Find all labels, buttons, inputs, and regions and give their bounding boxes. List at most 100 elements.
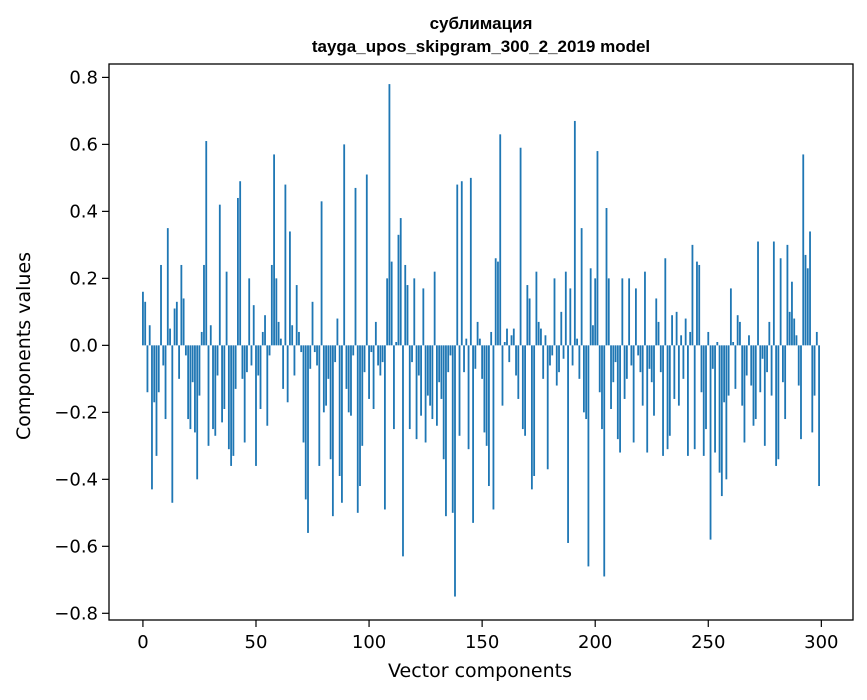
bar-component-275	[763, 345, 766, 446]
bar-component-269	[750, 345, 753, 386]
bar-component-271	[754, 345, 757, 420]
bar-component-218	[635, 288, 637, 346]
bar-component-239	[682, 345, 685, 379]
bar-component-134	[445, 345, 447, 517]
bar-component-37	[225, 271, 228, 346]
bar-component-216	[630, 345, 633, 366]
bar-component-123	[420, 345, 422, 416]
bar-component-140	[458, 345, 461, 436]
bar-component-114	[399, 218, 402, 346]
bar-component-26	[200, 331, 203, 346]
bar-component-254	[716, 342, 719, 346]
bar-component-220	[639, 345, 642, 373]
bar-component-268	[748, 335, 750, 346]
bar-component-221	[641, 345, 644, 406]
bar-component-54	[264, 315, 266, 346]
bar-component-113	[397, 234, 400, 346]
x-tick-label: 300	[804, 632, 838, 653]
bar-component-68	[295, 285, 298, 346]
bar-component-176	[540, 328, 542, 346]
x-tick-label: 0	[137, 632, 148, 653]
bar-component-102	[372, 345, 375, 409]
bar-component-257	[723, 345, 726, 403]
bar-component-108	[386, 278, 389, 346]
bar-component-280	[775, 345, 778, 466]
bar-component-255	[718, 345, 721, 473]
bar-component-194	[580, 228, 583, 346]
bar-component-64	[286, 345, 289, 403]
bar-component-24	[196, 345, 199, 480]
bar-component-290	[797, 345, 800, 386]
bar-component-170	[526, 285, 529, 346]
bar-component-258	[725, 345, 728, 480]
bar-component-73	[307, 345, 309, 533]
bar-component-133	[442, 345, 445, 460]
bar-component-200	[594, 278, 597, 346]
bar-component-283	[781, 345, 784, 383]
bar-component-139	[456, 184, 459, 346]
bar-component-199	[592, 325, 594, 346]
bar-component-251	[709, 345, 712, 540]
bar-component-101	[370, 345, 373, 353]
bar-component-20	[187, 345, 190, 420]
bar-component-1	[144, 301, 147, 346]
bar-component-171	[528, 298, 531, 346]
x-tick-label: 150	[465, 632, 499, 653]
bar-component-40	[232, 345, 235, 456]
bar-component-198	[589, 268, 592, 346]
bar-component-262	[734, 345, 737, 389]
bar-component-225	[650, 345, 653, 383]
bar-component-79	[320, 201, 323, 346]
bar-component-195	[582, 345, 585, 413]
bar-component-12	[169, 328, 171, 346]
bar-component-294	[806, 268, 809, 346]
bar-component-281	[777, 345, 780, 460]
bar-component-295	[809, 231, 811, 346]
bar-component-32	[214, 345, 217, 436]
bar-component-211	[619, 345, 621, 453]
bar-component-128	[431, 345, 434, 420]
bar-component-6	[155, 345, 158, 456]
bar-component-121	[415, 345, 418, 440]
bar-component-57	[270, 264, 273, 346]
bar-component-82	[327, 345, 330, 379]
bar-component-150	[481, 345, 484, 379]
bar-component-278	[770, 345, 773, 396]
bar-component-274	[761, 345, 764, 359]
bar-component-179	[546, 345, 549, 470]
bar-component-53	[261, 331, 264, 346]
bar-component-120	[413, 278, 416, 346]
bar-component-122	[417, 345, 420, 376]
y-tick-label: 0.0	[69, 335, 98, 356]
bar-component-248	[702, 345, 705, 456]
bar-component-76	[313, 345, 316, 353]
bar-component-151	[483, 345, 486, 433]
x-tick-label: 50	[245, 632, 268, 653]
bar-component-212	[621, 278, 624, 346]
bar-component-112	[395, 342, 398, 346]
bar-component-241	[687, 345, 689, 456]
bar-component-109	[388, 84, 391, 346]
bar-component-181	[551, 345, 554, 356]
bar-component-42	[237, 197, 239, 346]
bar-component-163	[510, 335, 513, 346]
bar-component-7	[157, 345, 160, 393]
bar-component-247	[700, 345, 703, 393]
bar-component-166	[517, 345, 520, 399]
bar-component-296	[811, 345, 814, 433]
bar-component-4	[151, 345, 153, 490]
bar-component-228	[657, 321, 660, 346]
bar-component-74	[309, 345, 312, 369]
bar-component-13	[171, 345, 174, 503]
bar-component-169	[524, 345, 526, 436]
bar-component-188	[567, 345, 569, 543]
bar-component-215	[628, 278, 631, 346]
bar-component-144	[467, 345, 470, 450]
bar-component-174	[535, 271, 538, 346]
bar-component-61	[279, 338, 282, 346]
bar-component-152	[485, 345, 488, 446]
bar-component-43	[239, 181, 242, 346]
bar-component-234	[671, 315, 673, 346]
bar-component-94	[354, 187, 357, 346]
